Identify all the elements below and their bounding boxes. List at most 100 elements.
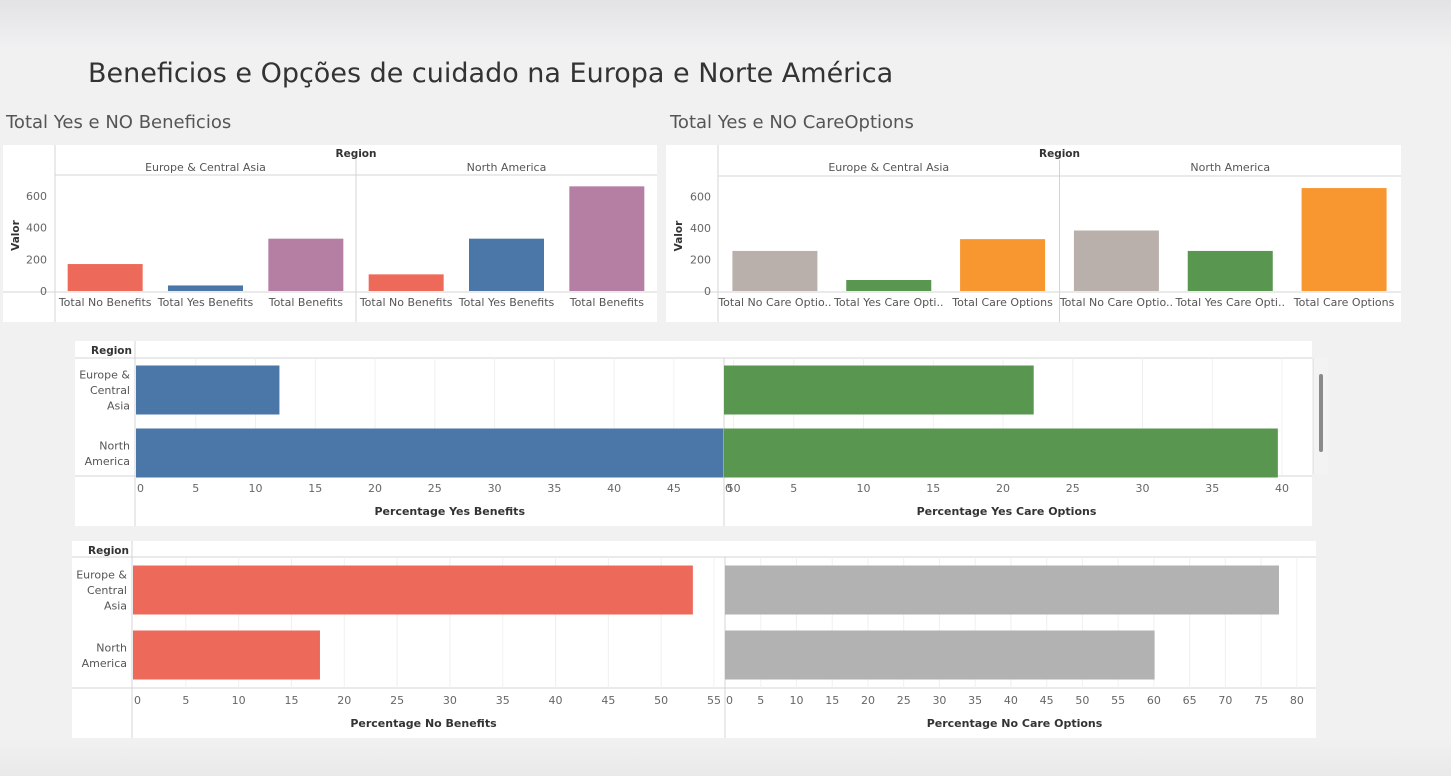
care-options-totals-svg: Region Valor 0 200 400 600 Europe & Central As… — [666, 145, 1401, 322]
category-label-total-no-benefits: Total No Benefits — [58, 296, 152, 309]
row-label-europe-central-asia-line-2: Central — [87, 584, 127, 597]
x-tick-label-percentage-yes-benefits-35: 35 — [547, 482, 561, 495]
y-tick-label-600: 600 — [690, 191, 711, 204]
vertical-scrollbar[interactable] — [1313, 358, 1328, 474]
region-header-north-america: North America — [467, 161, 547, 174]
benefits-totals-svg: Region Valor 0 200 400 600 Europe & Central As… — [3, 145, 657, 322]
x-tick-label-percentage-yes-benefits-30: 30 — [488, 482, 502, 495]
category-label-total-care-options: Total Care Options — [951, 296, 1053, 309]
x-tick-label-percentage-yes-benefits-20: 20 — [368, 482, 382, 495]
row-header-region: Region — [91, 345, 132, 357]
x-tick-label-percentage-yes-care-options-25: 25 — [1066, 482, 1080, 495]
region-header-europe-central-asia: Europe & Central Asia — [828, 161, 949, 174]
region-header-europe-central-asia: Europe & Central Asia — [145, 161, 266, 174]
bar-percentage-yes-care-options-europe-central-asia — [724, 365, 1034, 415]
row-header-region: Region — [88, 545, 129, 557]
row-label-europe-central-asia-line-2: Central — [90, 384, 130, 397]
bar-north-america-total-care-options — [1301, 188, 1387, 291]
column-header-region: Region — [335, 148, 376, 160]
category-label-total-benefits: Total Benefits — [569, 296, 644, 309]
x-tick-label-percentage-no-care-options-65: 65 — [1183, 694, 1197, 707]
category-label-total-yes-care-opti: Total Yes Care Opti.. — [833, 296, 943, 309]
scrollbar-thumb[interactable] — [1319, 374, 1323, 452]
category-label-total-yes-benefits: Total Yes Benefits — [458, 296, 555, 309]
category-label-total-yes-care-opti: Total Yes Care Opti.. — [1175, 296, 1285, 309]
bar-europe-central-asia-total-yes-care-opti — [846, 280, 932, 291]
percentage-yes-chart[interactable]: Region Europe & Central Asia North America 0 5 1… — [75, 341, 1312, 526]
bar-north-america-total-no-care-optio — [1073, 230, 1159, 291]
x-tick-label-percentage-no-care-options-70: 70 — [1218, 694, 1232, 707]
bar-percentage-yes-benefits-europe-central-asia — [136, 365, 280, 415]
x-tick-label-percentage-yes-care-options-0: 0 — [725, 482, 732, 495]
bar-percentage-no-care-options-europe-central-asia — [725, 565, 1279, 615]
category-label-total-no-benefits: Total No Benefits — [359, 296, 453, 309]
y-tick-label-0: 0 — [704, 285, 711, 298]
x-tick-label-percentage-no-benefits-25: 25 — [390, 694, 404, 707]
bar-europe-central-asia-total-care-options — [960, 239, 1046, 291]
x-tick-label-percentage-yes-benefits-45: 45 — [667, 482, 681, 495]
care-options-totals-chart[interactable]: Region Valor 0 200 400 600 Europe & Central As… — [666, 145, 1401, 322]
care-options-chart-title: Total Yes e NO CareOptions — [670, 112, 914, 133]
x-tick-label-percentage-no-benefits-35: 35 — [496, 694, 510, 707]
percentage-no-svg: Region Europe & Central Asia North America 0 5 1… — [72, 541, 1316, 738]
x-tick-label-percentage-yes-benefits-10: 10 — [249, 482, 263, 495]
x-tick-label-percentage-yes-care-options-15: 15 — [926, 482, 940, 495]
benefits-totals-chart[interactable]: Region Valor 0 200 400 600 Europe & Central As… — [3, 145, 657, 322]
row-label-europe-central-asia-line-3: Asia — [107, 400, 130, 413]
bar-europe-central-asia-total-no-benefits — [67, 264, 143, 291]
row-label-north-america-line-2: America — [85, 455, 130, 468]
y-tick-label-200: 200 — [26, 253, 47, 266]
bar-percentage-yes-benefits-north-america — [136, 428, 756, 478]
x-tick-label-percentage-no-care-options-5: 5 — [757, 694, 764, 707]
row-label-north-america-line-1: North — [99, 439, 130, 452]
x-tick-label-percentage-yes-care-options-40: 40 — [1275, 482, 1289, 495]
x-tick-label-percentage-no-care-options-55: 55 — [1111, 694, 1125, 707]
bar-percentage-no-benefits-europe-central-asia — [133, 565, 693, 615]
x-tick-label-percentage-yes-benefits-0: 0 — [137, 482, 144, 495]
percentage-no-chart[interactable]: Region Europe & Central Asia North America 0 5 1… — [72, 541, 1316, 738]
x-tick-label-percentage-no-benefits-45: 45 — [601, 694, 615, 707]
x-tick-label-percentage-no-care-options-80: 80 — [1290, 694, 1304, 707]
y-axis-label: Valor — [673, 220, 685, 251]
x-tick-label-percentage-no-care-options-40: 40 — [1004, 694, 1018, 707]
x-tick-label-percentage-no-benefits-55: 55 — [707, 694, 721, 707]
category-label-total-benefits: Total Benefits — [268, 296, 343, 309]
column-header-region: Region — [1039, 148, 1080, 160]
category-label-total-care-options: Total Care Options — [1293, 296, 1395, 309]
x-tick-label-percentage-no-care-options-50: 50 — [1075, 694, 1089, 707]
category-label-total-no-care-optio: Total No Care Optio.. — [1059, 296, 1173, 309]
x-tick-label-percentage-no-benefits-50: 50 — [654, 694, 668, 707]
x-tick-label-percentage-yes-benefits-50: 50 — [727, 482, 741, 495]
y-axis-label: Valor — [10, 219, 22, 250]
category-label-total-yes-benefits: Total Yes Benefits — [157, 296, 254, 309]
x-tick-label-percentage-no-benefits-15: 15 — [284, 694, 298, 707]
percentage-yes-svg: Region Europe & Central Asia North America 0 5 1… — [75, 341, 1312, 526]
y-tick-label-400: 400 — [26, 222, 47, 235]
y-tick-label-400: 400 — [690, 222, 711, 235]
bar-percentage-no-benefits-north-america — [133, 630, 320, 680]
x-tick-label-percentage-no-benefits-20: 20 — [337, 694, 351, 707]
x-tick-label-percentage-no-care-options-10: 10 — [789, 694, 803, 707]
row-label-north-america-line-1: North — [96, 641, 127, 654]
y-tick-label-200: 200 — [690, 254, 711, 267]
x-axis-label-percentage-yes-care-options: Percentage Yes Care Options — [917, 505, 1097, 518]
x-tick-label-percentage-yes-benefits-25: 25 — [428, 482, 442, 495]
x-tick-label-percentage-no-care-options-30: 30 — [932, 694, 946, 707]
bar-percentage-yes-care-options-north-america — [724, 428, 1278, 478]
x-tick-label-percentage-yes-care-options-20: 20 — [996, 482, 1010, 495]
bar-north-america-total-yes-benefits — [469, 238, 544, 291]
x-tick-label-percentage-yes-benefits-15: 15 — [308, 482, 322, 495]
x-tick-label-percentage-no-care-options-75: 75 — [1254, 694, 1268, 707]
benefits-chart-title: Total Yes e NO Beneficios — [6, 112, 232, 133]
x-tick-label-percentage-no-care-options-20: 20 — [861, 694, 875, 707]
x-tick-label-percentage-no-benefits-40: 40 — [549, 694, 563, 707]
x-tick-label-percentage-yes-care-options-30: 30 — [1136, 482, 1150, 495]
row-label-north-america-line-2: America — [82, 657, 127, 670]
y-tick-label-0: 0 — [40, 285, 47, 298]
x-tick-label-percentage-no-care-options-45: 45 — [1040, 694, 1054, 707]
bar-north-america-total-yes-care-opti — [1187, 250, 1273, 291]
x-tick-label-percentage-no-care-options-60: 60 — [1147, 694, 1161, 707]
x-tick-label-percentage-yes-care-options-5: 5 — [790, 482, 797, 495]
x-tick-label-percentage-no-care-options-25: 25 — [897, 694, 911, 707]
row-label-europe-central-asia-line-1: Europe & — [76, 569, 127, 582]
